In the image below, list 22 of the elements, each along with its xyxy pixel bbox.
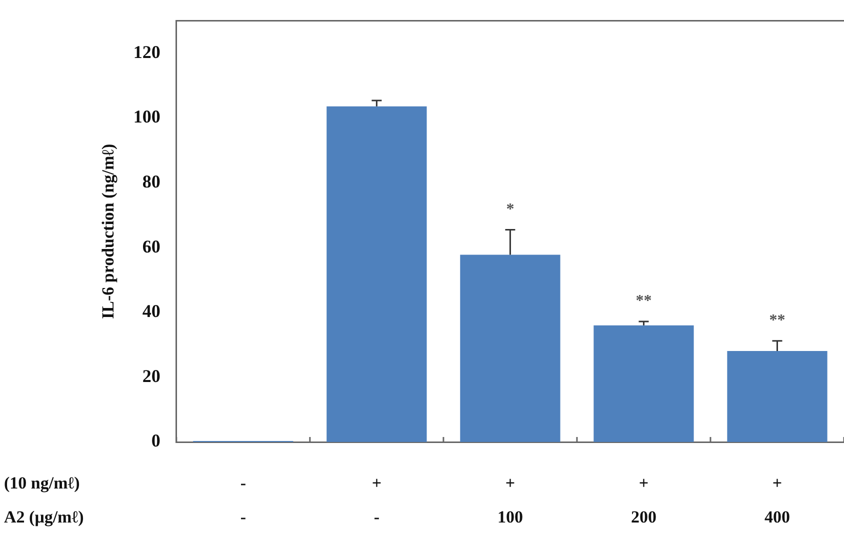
bar bbox=[326, 106, 427, 442]
y-axis-title: IL-6 production (ng/mℓ) bbox=[98, 144, 118, 319]
y-tick-label: 80 bbox=[142, 171, 160, 192]
text: A2 (μg/mℓ) bbox=[4, 507, 84, 526]
y-tick-label: 20 bbox=[142, 366, 160, 386]
y-tick-label: 40 bbox=[142, 301, 160, 322]
y-tick-label: 120 bbox=[133, 42, 160, 62]
x-tick-label: - - bbox=[240, 473, 246, 526]
y-tick-label: 60 bbox=[142, 236, 160, 256]
y-tick-label: 0 bbox=[151, 430, 160, 451]
bar bbox=[594, 325, 694, 442]
x-tick-label: + 400 bbox=[764, 473, 790, 526]
data-label: ** bbox=[769, 312, 786, 330]
x-tick-label: + 200 bbox=[630, 473, 656, 526]
bar bbox=[727, 350, 828, 442]
y-tick-label: 100 bbox=[133, 106, 160, 127]
x-tick-label: + 100 bbox=[497, 473, 523, 526]
data-label: ** bbox=[636, 292, 652, 310]
x-tick-label: + - bbox=[372, 473, 382, 526]
bar bbox=[460, 254, 560, 442]
text: (10 ng/mℓ) bbox=[4, 473, 80, 492]
data-label: * bbox=[506, 200, 514, 218]
